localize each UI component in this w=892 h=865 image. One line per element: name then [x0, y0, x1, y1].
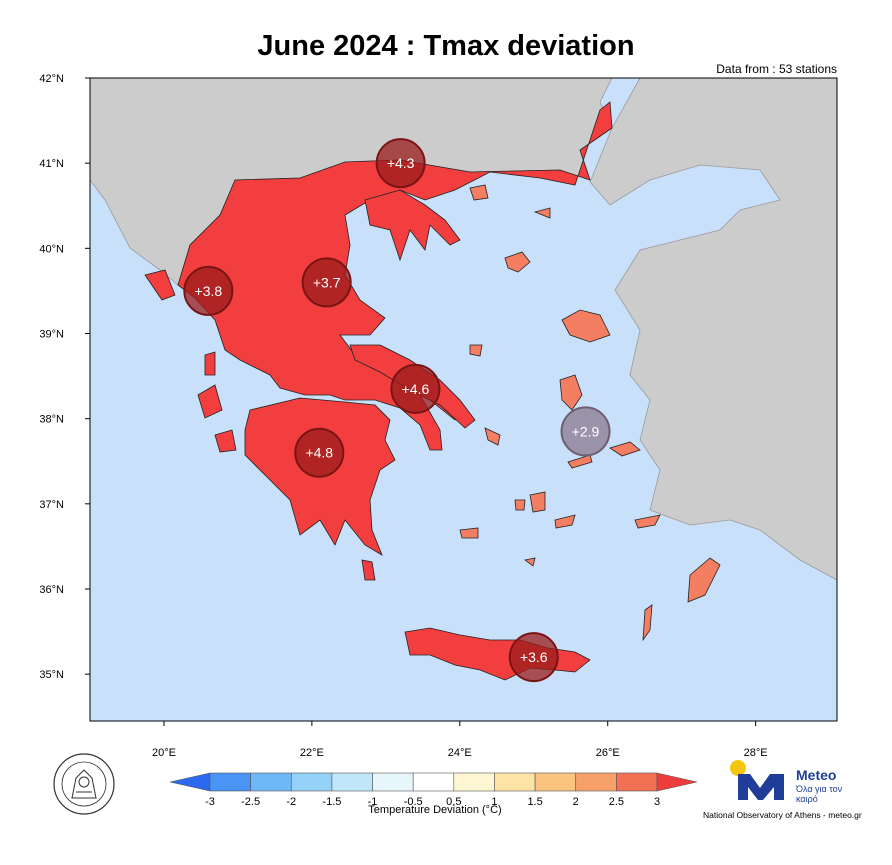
map-frame [89, 77, 838, 722]
region-marker: +3.8 [183, 265, 234, 316]
lemnos [504, 251, 531, 273]
marker-circle [375, 138, 426, 189]
marker-circle [183, 265, 234, 316]
marker-circle [301, 257, 352, 308]
meteo-logo-icon [730, 760, 784, 800]
marmara-sea [640, 178, 770, 215]
marker-circle [390, 363, 441, 414]
lat-tick-label: 40°N [39, 243, 64, 255]
region-marker: +3.6 [508, 632, 559, 683]
zakynthos [214, 429, 237, 453]
marker-value: +3.6 [520, 649, 548, 665]
marker-value: +2.9 [572, 423, 600, 439]
lat-tick-label: 38°N [39, 414, 64, 426]
meteo-slogan: Όλα για τον καιρό [796, 784, 843, 804]
lon-tick-label: 20°E [152, 747, 176, 759]
marker-value: +4.3 [387, 155, 415, 171]
marker-value: +3.7 [313, 274, 341, 290]
stations-note: Data from : 53 stations [716, 62, 837, 76]
region-marker: +2.9 [560, 406, 611, 457]
observatory-seal-icon [53, 753, 115, 815]
milos [459, 527, 479, 539]
marker-circle [560, 406, 611, 457]
lon-tick-label: 24°E [448, 747, 472, 759]
marker-value: +4.8 [305, 445, 333, 461]
santorini [524, 557, 536, 567]
meteo-brand-name: Meteo [796, 767, 837, 783]
ikaria [567, 454, 593, 469]
neighbor-land-turkey [589, 78, 837, 581]
lesbos [561, 309, 611, 343]
credit-text: National Observatory of Athens - meteo.g… [703, 810, 862, 820]
map-title: June 2024 : Tmax deviation [257, 30, 635, 62]
region-marker: +4.8 [294, 427, 345, 478]
marker-circle [294, 427, 345, 478]
lat-tick-label: 35°N [39, 669, 64, 681]
chalkidiki [364, 189, 461, 262]
andros [484, 427, 501, 446]
paros [514, 499, 526, 511]
chios [559, 374, 583, 411]
marker-circle [508, 632, 559, 683]
rhodes [687, 557, 721, 603]
region-marker: +4.3 [375, 138, 426, 189]
lat-tick-label: 41°N [39, 158, 64, 170]
colorbar-title: Temperature Deviation (°C) [368, 804, 502, 816]
lat-tick-label: 36°N [39, 584, 64, 596]
karpathos [642, 604, 653, 642]
samos [609, 441, 641, 457]
amorgos [554, 514, 576, 529]
lon-tick-label: 22°E [300, 747, 324, 759]
naxos [529, 491, 546, 513]
samothrace [533, 207, 551, 219]
lon-tick-label: 28°E [744, 747, 768, 759]
lon-tick-label: 26°E [596, 747, 620, 759]
region-marker: +3.7 [301, 257, 352, 308]
skyros [469, 344, 483, 357]
kefalonia [197, 384, 223, 419]
lat-tick-label: 37°N [39, 499, 64, 511]
corfu [144, 269, 176, 301]
thasos [469, 184, 489, 201]
region-marker: +4.6 [390, 363, 441, 414]
kos [634, 514, 661, 529]
lat-tick-label: 39°N [39, 328, 64, 340]
marker-value: +4.6 [402, 381, 430, 397]
kythira [361, 559, 376, 581]
lefkada [204, 351, 216, 376]
marker-value: +3.8 [195, 283, 223, 299]
lat-tick-label: 42°N [39, 73, 64, 85]
